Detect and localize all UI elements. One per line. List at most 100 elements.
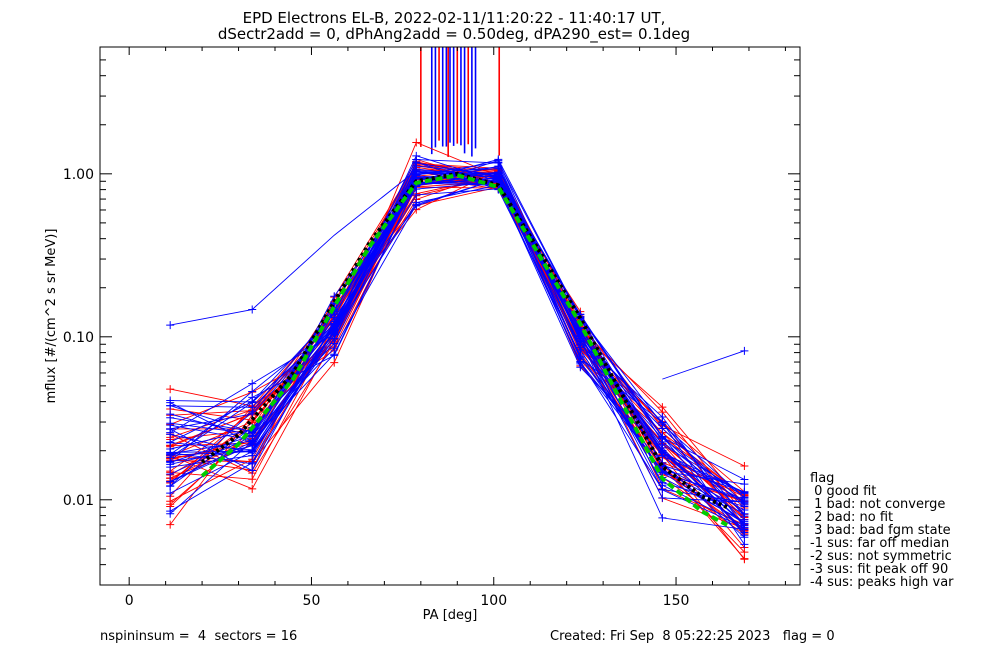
- data-point-marker: [740, 523, 749, 532]
- legend-item: -2 sus: not symmetric: [810, 549, 952, 564]
- blue-flux-line: [170, 177, 745, 503]
- fit-curve: [200, 173, 729, 527]
- data-point-marker: [166, 507, 175, 516]
- data-point-marker: [166, 424, 175, 433]
- data-point-marker: [494, 169, 503, 178]
- data-point-marker: [166, 385, 175, 394]
- data-point-marker: [248, 379, 257, 388]
- data-point-marker: [248, 475, 257, 484]
- red-flux-line: [170, 168, 745, 560]
- legend-item: 3 bad: bad fgm state: [810, 523, 951, 538]
- data-point-marker: [740, 531, 749, 540]
- x-tick-label: 50: [303, 593, 321, 609]
- outlier-flux-line: [662, 350, 745, 380]
- outlier-flux-line: [170, 170, 417, 326]
- data-point-marker: [658, 403, 667, 412]
- legend-item: 0 good fit: [810, 484, 876, 499]
- data-point-marker: [576, 353, 585, 362]
- y-tick-label: 0.10: [63, 330, 94, 346]
- red-flux-line: [169, 177, 745, 526]
- data-point-marker: [658, 493, 667, 502]
- plot-frame: [99, 46, 801, 586]
- blue-flux-line: [169, 160, 745, 528]
- data-point-marker: [248, 387, 257, 396]
- x-tick-label: 100: [480, 593, 507, 609]
- chart-subtitle: dSectr2add = 0, dPhAng2add = 0.50deg, dP…: [218, 25, 690, 44]
- data-point-marker: [166, 438, 175, 447]
- data-point-marker: [412, 198, 421, 207]
- data-point-marker: [740, 512, 749, 521]
- data-point-marker: [658, 433, 667, 442]
- red-flux-line: [169, 169, 745, 505]
- data-point-marker: [166, 444, 175, 453]
- data-point-marker: [248, 305, 257, 314]
- x-tick-label: 150: [663, 593, 690, 609]
- blue-flux-line: [170, 178, 745, 493]
- legend-title: flag: [810, 471, 834, 486]
- blue-flux-line: [170, 179, 745, 503]
- legend-item: -4 sus: peaks high var: [810, 575, 954, 590]
- blue-flux-line: [169, 162, 745, 533]
- legend: flag 0 good fit 1 bad: not converge 2 ba…: [810, 471, 954, 590]
- legend-item: 1 bad: not converge: [810, 497, 945, 512]
- data-point-marker: [740, 498, 749, 507]
- data-point-marker: [166, 477, 175, 486]
- red-flux-line: [170, 175, 745, 548]
- data-point-marker: [412, 151, 421, 160]
- blue-flux-line: [170, 184, 745, 529]
- data-point-marker: [166, 410, 175, 419]
- y-axis-label: mflux [#/(cm^2 s sr MeV)]: [44, 229, 59, 404]
- data-point-marker: [576, 331, 585, 340]
- data-point-marker: [248, 484, 257, 493]
- median-curve: [200, 171, 728, 510]
- data-point-marker: [412, 138, 421, 147]
- chart-title: EPD Electrons EL-B, 2022-02-11/11:20:22 …: [243, 9, 666, 27]
- blue-flux-line: [170, 165, 745, 545]
- data-point-marker: [740, 475, 749, 484]
- blue-flux-line: [170, 177, 745, 503]
- data-point-marker: [166, 489, 175, 498]
- data-point-marker: [248, 397, 257, 406]
- data-point-marker: [658, 448, 667, 457]
- flux-lines: [166, 47, 749, 564]
- data-point-marker: [248, 458, 257, 467]
- data-point-marker: [740, 461, 749, 470]
- y-tick-label: 0.01: [63, 493, 94, 509]
- axis-ticks: 0 50 100 150 0.01 0.10 1.00: [63, 46, 800, 609]
- blue-flux-line: [169, 181, 745, 531]
- footer-right: Created: Fri Sep 8 05:22:25 2023 flag = …: [550, 629, 835, 644]
- y-tick-label: 1.00: [63, 167, 94, 183]
- data-point-marker: [658, 485, 667, 494]
- x-axis-label: PA [deg]: [423, 608, 478, 623]
- red-flux-line: [170, 180, 745, 559]
- data-point-marker: [330, 358, 339, 367]
- data-point-marker: [576, 363, 585, 372]
- blue-flux-line: [170, 170, 745, 527]
- data-point-marker: [740, 489, 749, 498]
- data-point-marker: [166, 457, 175, 466]
- data-point-marker: [330, 328, 339, 337]
- legend-item: 2 bad: no fit: [810, 510, 893, 525]
- data-point-marker: [658, 513, 667, 522]
- data-point-marker: [248, 446, 257, 455]
- data-point-marker: [166, 520, 175, 529]
- data-point-marker: [740, 346, 749, 355]
- data-point-marker: [330, 350, 339, 359]
- red-flux-line: [169, 170, 745, 553]
- x-tick-label: 0: [125, 593, 134, 609]
- data-point-marker: [166, 401, 175, 410]
- data-point-marker: [166, 470, 175, 479]
- blue-flux-line: [169, 155, 745, 536]
- data-point-marker: [494, 155, 503, 164]
- footer-left: nspininsum = 4 sectors = 16: [100, 629, 297, 644]
- legend-item: -1 sus: far off median: [810, 536, 949, 551]
- data-point-marker: [658, 424, 667, 433]
- legend-item: -3 sus: fit peak off 90: [810, 562, 948, 577]
- data-point-marker: [166, 321, 175, 330]
- blue-flux-line: [169, 181, 745, 504]
- median-and-fit-curves: [200, 171, 729, 527]
- blue-flux-line: [170, 168, 745, 494]
- blue-flux-line: [170, 182, 745, 493]
- data-point-marker: [740, 540, 749, 549]
